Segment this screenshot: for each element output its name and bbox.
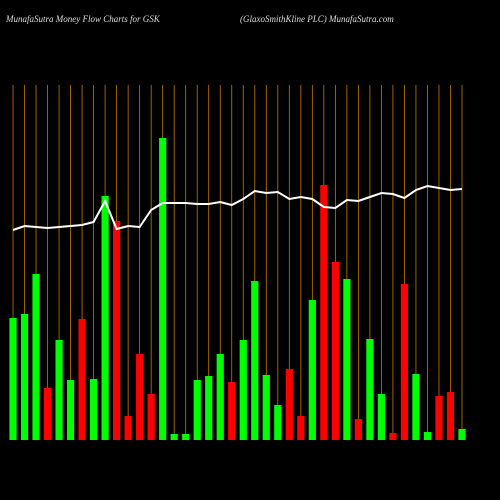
bar — [147, 394, 155, 440]
bar — [20, 314, 29, 440]
bar — [101, 196, 109, 440]
bar — [193, 380, 201, 440]
bar — [412, 374, 420, 440]
bar — [159, 138, 167, 440]
bar — [308, 300, 316, 440]
bar — [182, 434, 190, 440]
bar — [343, 279, 351, 440]
bar — [9, 318, 17, 440]
bar — [377, 394, 386, 440]
bar — [43, 388, 52, 440]
bar — [274, 405, 282, 440]
bar — [366, 339, 374, 440]
bar — [32, 274, 40, 440]
bar — [262, 375, 270, 440]
bar — [458, 429, 466, 440]
bar — [55, 340, 63, 440]
bar — [400, 284, 409, 440]
bar — [435, 396, 443, 440]
bar — [354, 419, 362, 440]
bar — [297, 416, 305, 440]
chart-title: MunafaSutra Money Flow Charts for GSK — [5, 14, 161, 24]
bar — [239, 340, 247, 440]
bar — [216, 354, 224, 440]
bar — [66, 380, 75, 440]
bar — [89, 379, 98, 440]
bar — [251, 281, 259, 440]
bar — [136, 354, 144, 440]
bar — [446, 392, 455, 440]
bar — [423, 432, 432, 440]
chart-subtitle: (GlaxoSmithKline PLC) MunafaSutra.com — [240, 14, 394, 24]
bar — [124, 416, 132, 440]
money-flow-line — [12, 184, 463, 231]
bar — [113, 221, 121, 440]
bar — [285, 369, 293, 440]
bar — [320, 185, 328, 440]
bar — [389, 433, 397, 440]
bar — [78, 319, 86, 440]
bar — [205, 376, 213, 440]
bar — [170, 434, 178, 440]
bar — [331, 262, 339, 440]
bar — [228, 382, 236, 440]
